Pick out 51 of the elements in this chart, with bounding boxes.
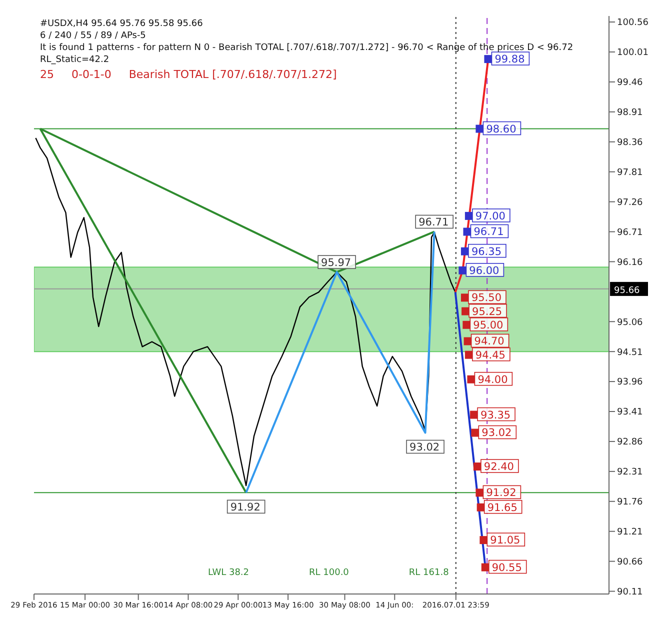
data-label: 97.00 xyxy=(475,210,506,222)
data-label: 91.92 xyxy=(486,487,516,500)
y-tick-label: 91.21 xyxy=(617,528,643,538)
data-label: 91.05 xyxy=(490,534,520,547)
y-tick-label: 96.71 xyxy=(617,228,643,238)
annotation: 93.02 xyxy=(410,442,440,454)
y-tick-label: 98.36 xyxy=(617,138,644,148)
data-label: 92.40 xyxy=(484,461,514,474)
annotation: LWL 38.2 xyxy=(208,568,250,578)
y-tick-label: 97.26 xyxy=(617,198,644,208)
y-tick-label: 93.96 xyxy=(617,378,644,388)
data-label: 96.35 xyxy=(471,246,502,258)
data-label: 96.00 xyxy=(469,264,500,277)
text: 6 / 240 / 55 / 89 / APs-5 xyxy=(40,30,147,42)
data-label: 91.65 xyxy=(487,502,518,514)
annotation: RL_Static=42.2 xyxy=(40,55,110,65)
y-tick-label: 100.56 xyxy=(617,18,649,28)
y-tick-label: 100.01 xyxy=(617,48,648,58)
y-tick-label: 96.16 xyxy=(617,258,644,268)
data-label: 94.00 xyxy=(478,374,508,386)
annotation: RL 100.0 xyxy=(309,568,349,578)
data-label: 95.00 xyxy=(473,319,504,332)
annotation: 91.92 xyxy=(230,502,260,514)
y-tick-label: 94.51 xyxy=(617,348,643,358)
annotation: It is found 1 patterns - for pattern N 0 - Bearish TOTAL [.707/.618/.707/1.272] - 96.70 < Range of the prices D < 96.72 xyxy=(40,42,574,54)
y-tick-label: 99.46 xyxy=(617,78,644,88)
data-label: 98.60 xyxy=(486,123,516,136)
chart-title: #USDX,H4 95.64 95.76 95.58 95.66 xyxy=(40,18,204,30)
annotation: 95.97 xyxy=(321,257,352,270)
data-label: 90.55 xyxy=(492,562,522,574)
data-label: 94.45 xyxy=(475,349,506,362)
data-label: 94.70 xyxy=(474,336,504,348)
data-label: 95.50 xyxy=(471,292,502,304)
y-tick-label: 93.41 xyxy=(617,408,643,418)
y-tick-label: 92.31 xyxy=(617,468,643,478)
data-label: 93.02 xyxy=(482,427,512,440)
annotation: 96.71 xyxy=(418,216,449,229)
annotation: 25 0-0-1-0 Bearish TOTAL [.707/.618/.707/1.272] xyxy=(40,68,338,81)
y-tick-label: 91.76 xyxy=(617,498,644,508)
data-label: 95.25 xyxy=(472,306,502,318)
data-label: 99.88 xyxy=(494,54,525,66)
y-tick-label: 97.81 xyxy=(617,168,643,178)
y-tick-label: 95.06 xyxy=(617,318,644,328)
ref-line-label: 95.66 xyxy=(614,286,640,296)
y-tick-label: 90.66 xyxy=(617,558,644,568)
annotation: RL 161.8 xyxy=(408,568,449,578)
y-tick-label: 90.11 xyxy=(617,587,643,598)
data-label: 93.35 xyxy=(480,409,511,422)
y-tick-label: 92.86 xyxy=(617,438,644,448)
y-tick-label: 98.91 xyxy=(617,108,643,118)
data-label: 96.71 xyxy=(474,226,504,238)
